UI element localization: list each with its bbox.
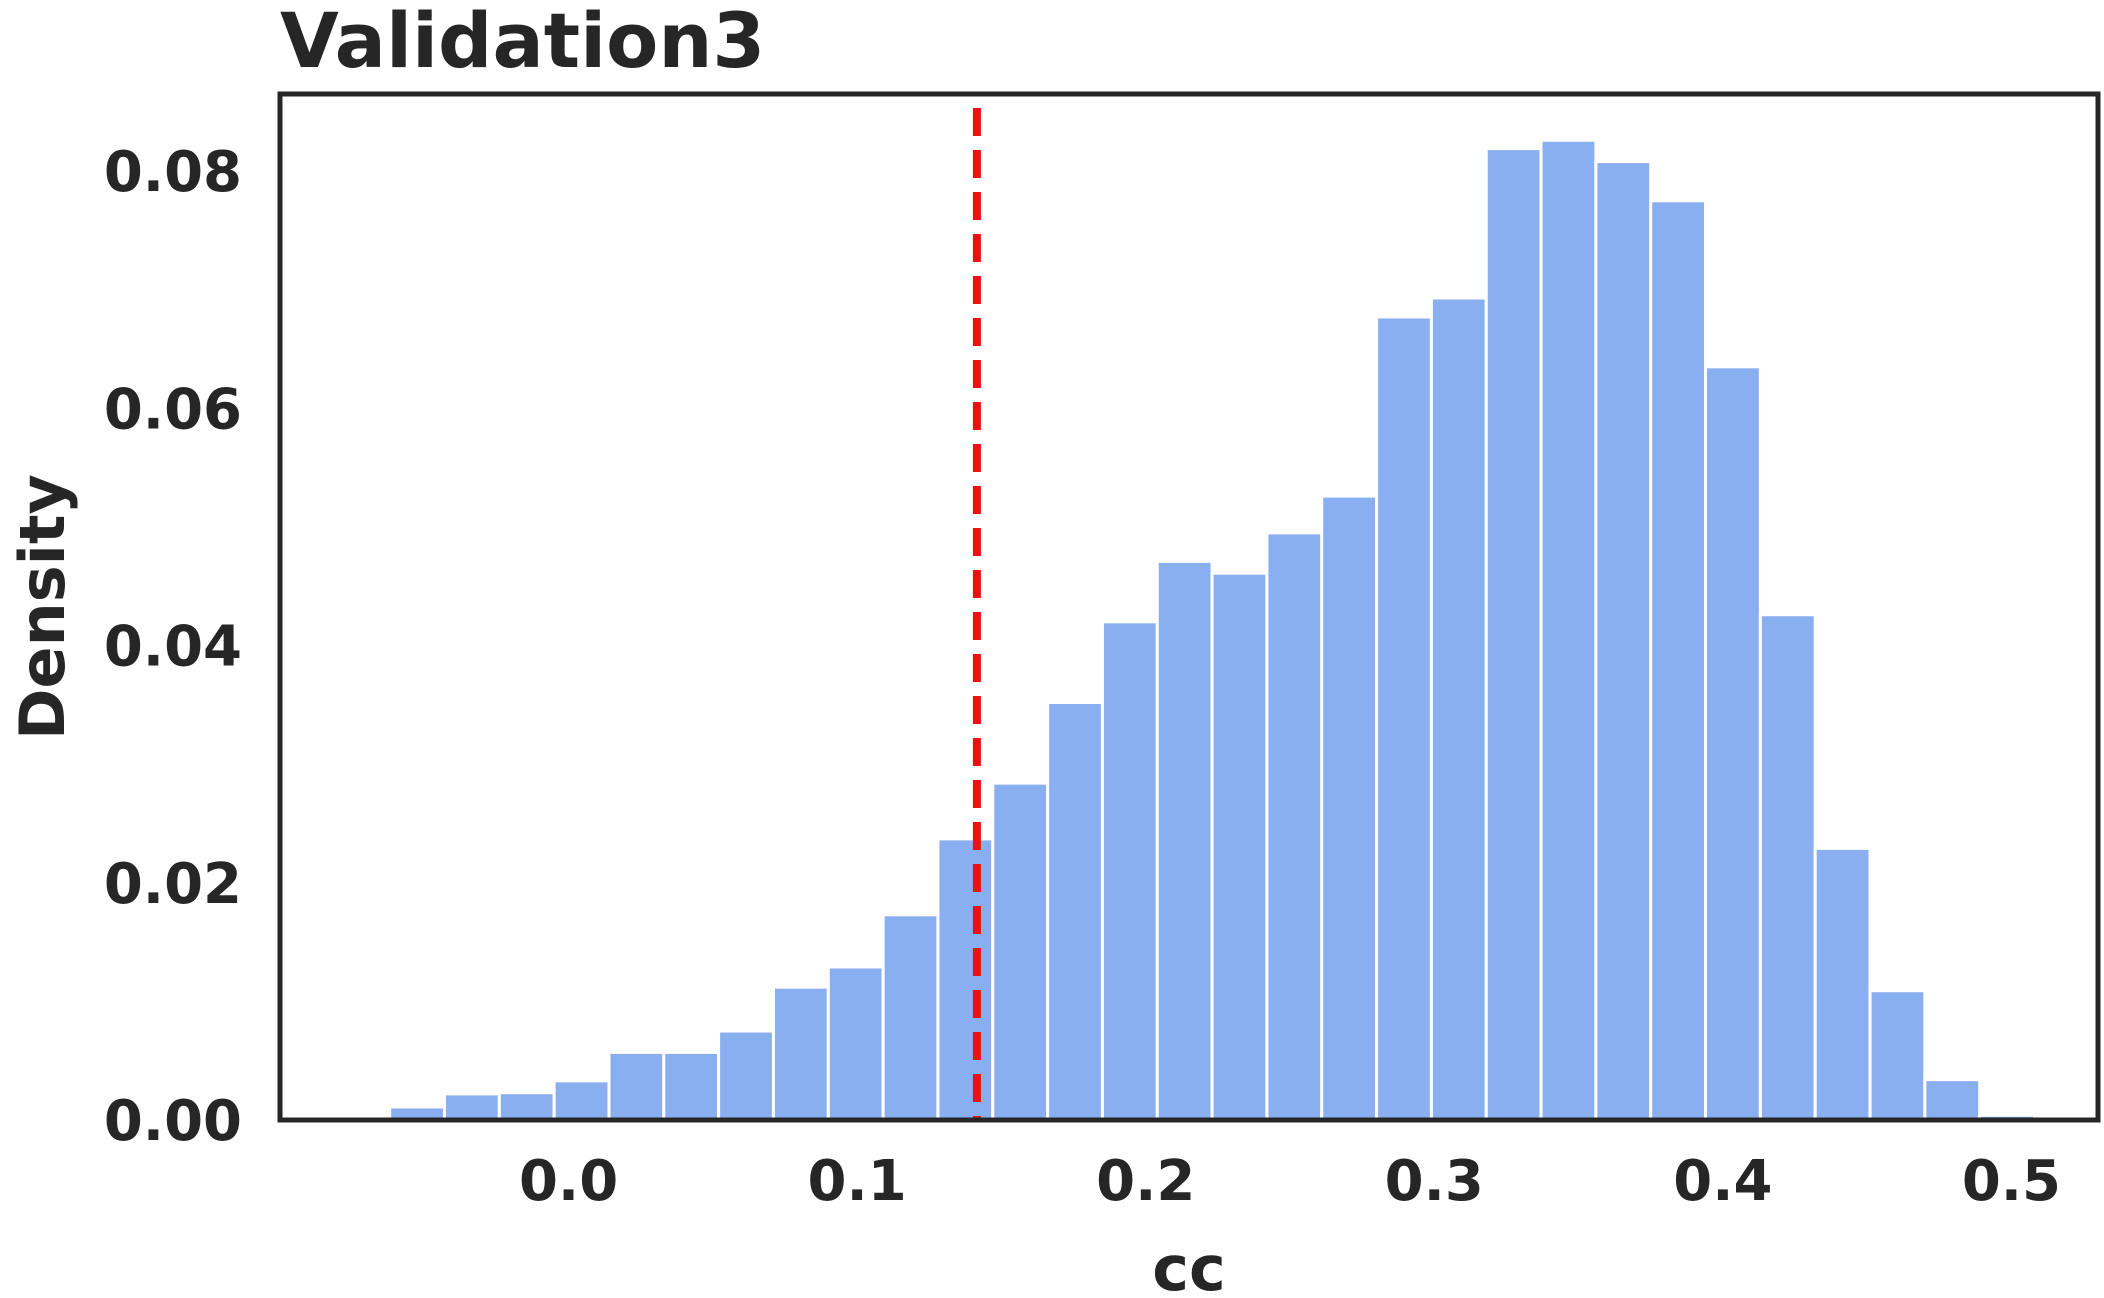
histogram-bar xyxy=(1100,620,1159,1122)
histogram-bar xyxy=(497,1091,556,1122)
histogram-bar xyxy=(717,1029,775,1122)
bars-group xyxy=(388,138,2037,1122)
histogram-bar xyxy=(1813,846,1872,1122)
x-axis-label: cc xyxy=(1152,1232,1226,1298)
histogram-bar xyxy=(1484,147,1543,1122)
histogram-bar xyxy=(1375,315,1433,1122)
chart-title: Validation3 xyxy=(280,0,765,85)
histogram-bar xyxy=(771,985,830,1122)
x-axis-ticks: 0.0 0.1 0.2 0.3 0.4 0.5 xyxy=(519,1149,2061,1214)
y-axis-label: Density xyxy=(6,474,79,740)
histogram-bar xyxy=(991,781,1050,1122)
histogram-bar xyxy=(1265,531,1324,1122)
x-tick-label: 0.3 xyxy=(1385,1149,1484,1214)
y-tick-label: 0.02 xyxy=(104,852,242,917)
histogram-bar xyxy=(1210,571,1269,1122)
x-tick-label: 0.2 xyxy=(1096,1149,1195,1214)
y-axis-ticks: 0.00 0.02 0.04 0.06 0.08 xyxy=(104,140,242,1154)
x-tick-label: 0.5 xyxy=(1962,1149,2061,1214)
histogram-bar xyxy=(936,837,995,1122)
histogram-bar xyxy=(1758,613,1817,1122)
x-tick-label: 0.0 xyxy=(519,1149,618,1214)
y-tick-label: 0.00 xyxy=(104,1089,242,1154)
histogram-bar xyxy=(1046,700,1104,1122)
histogram-bar xyxy=(1704,365,1762,1122)
y-tick-label: 0.06 xyxy=(104,377,242,442)
histogram-bar xyxy=(552,1079,611,1122)
histogram-bar xyxy=(1320,494,1379,1122)
y-tick-label: 0.04 xyxy=(104,615,242,680)
histogram-bar xyxy=(881,913,940,1122)
histogram-bar xyxy=(1429,296,1488,1122)
y-tick-label: 0.08 xyxy=(104,140,242,205)
histogram-bar xyxy=(1539,138,1598,1122)
plot-frame xyxy=(277,91,2101,1123)
histogram-bar xyxy=(1594,160,1653,1122)
x-tick-label: 0.4 xyxy=(1673,1149,1772,1214)
histogram-bar xyxy=(607,1050,666,1122)
histogram-bar xyxy=(1649,199,1708,1122)
histogram-bar xyxy=(1923,1078,1982,1122)
histogram-bar xyxy=(826,965,885,1122)
histogram-bar xyxy=(1155,559,1214,1122)
histogram-bar xyxy=(1868,989,1927,1122)
histogram-bar xyxy=(442,1092,501,1122)
histogram-bar xyxy=(662,1050,721,1122)
x-tick-label: 0.1 xyxy=(808,1149,907,1214)
